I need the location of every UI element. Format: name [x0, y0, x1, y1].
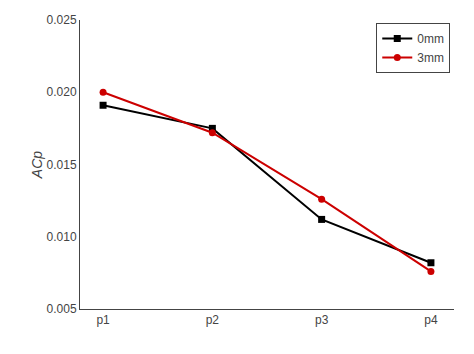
svg-text:ACp: ACp [29, 151, 45, 179]
svg-text:p3: p3 [315, 313, 329, 327]
svg-text:0.015: 0.015 [47, 158, 77, 172]
svg-text:p1: p1 [96, 313, 110, 327]
svg-text:0.005: 0.005 [47, 302, 77, 316]
svg-text:0.025: 0.025 [47, 13, 77, 27]
svg-text:0.020: 0.020 [47, 85, 77, 99]
svg-text:3mm: 3mm [417, 51, 444, 65]
svg-text:p2: p2 [206, 313, 220, 327]
svg-text:0.010: 0.010 [47, 230, 77, 244]
svg-text:0mm: 0mm [417, 32, 444, 46]
svg-text:p4: p4 [424, 313, 438, 327]
